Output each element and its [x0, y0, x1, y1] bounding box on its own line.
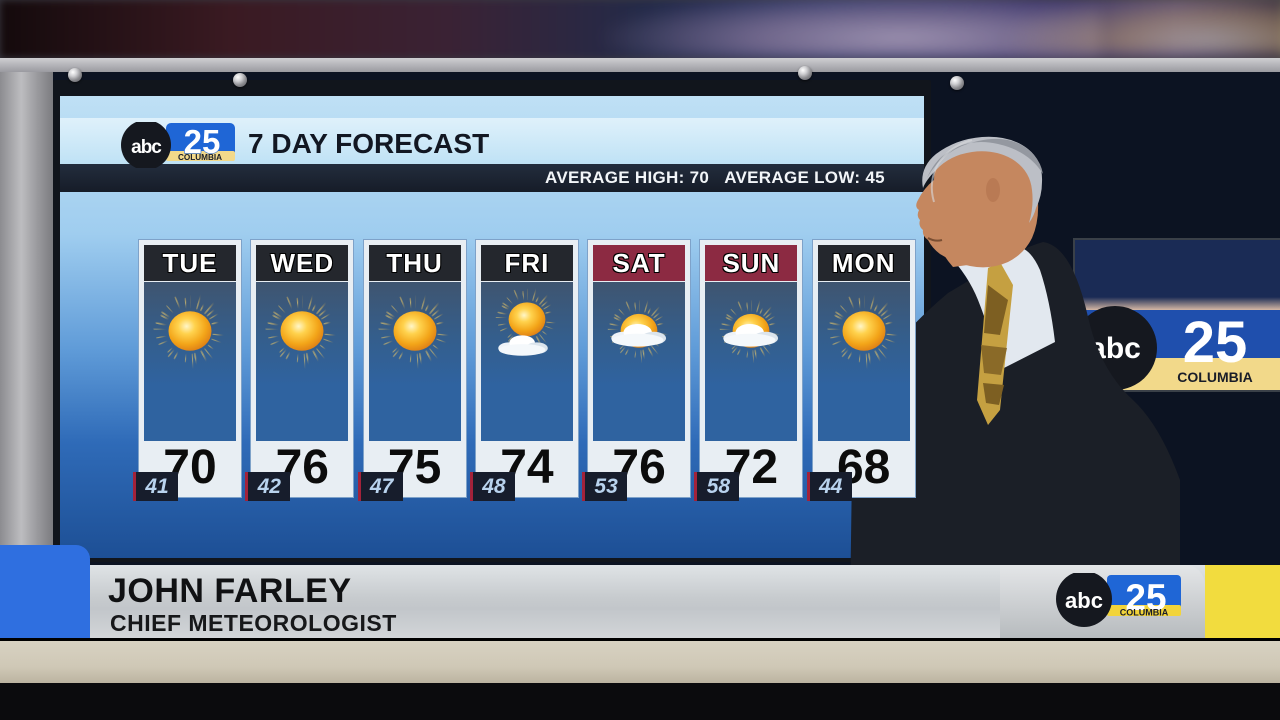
svg-text:abc: abc: [131, 137, 162, 158]
svg-text:abc: abc: [1065, 588, 1103, 613]
svg-text:COLUMBIA: COLUMBIA: [178, 153, 222, 162]
svg-text:COLUMBIA: COLUMBIA: [1120, 608, 1169, 618]
svg-text:COLUMBIA: COLUMBIA: [1177, 369, 1252, 385]
svg-text:25: 25: [1183, 310, 1248, 375]
